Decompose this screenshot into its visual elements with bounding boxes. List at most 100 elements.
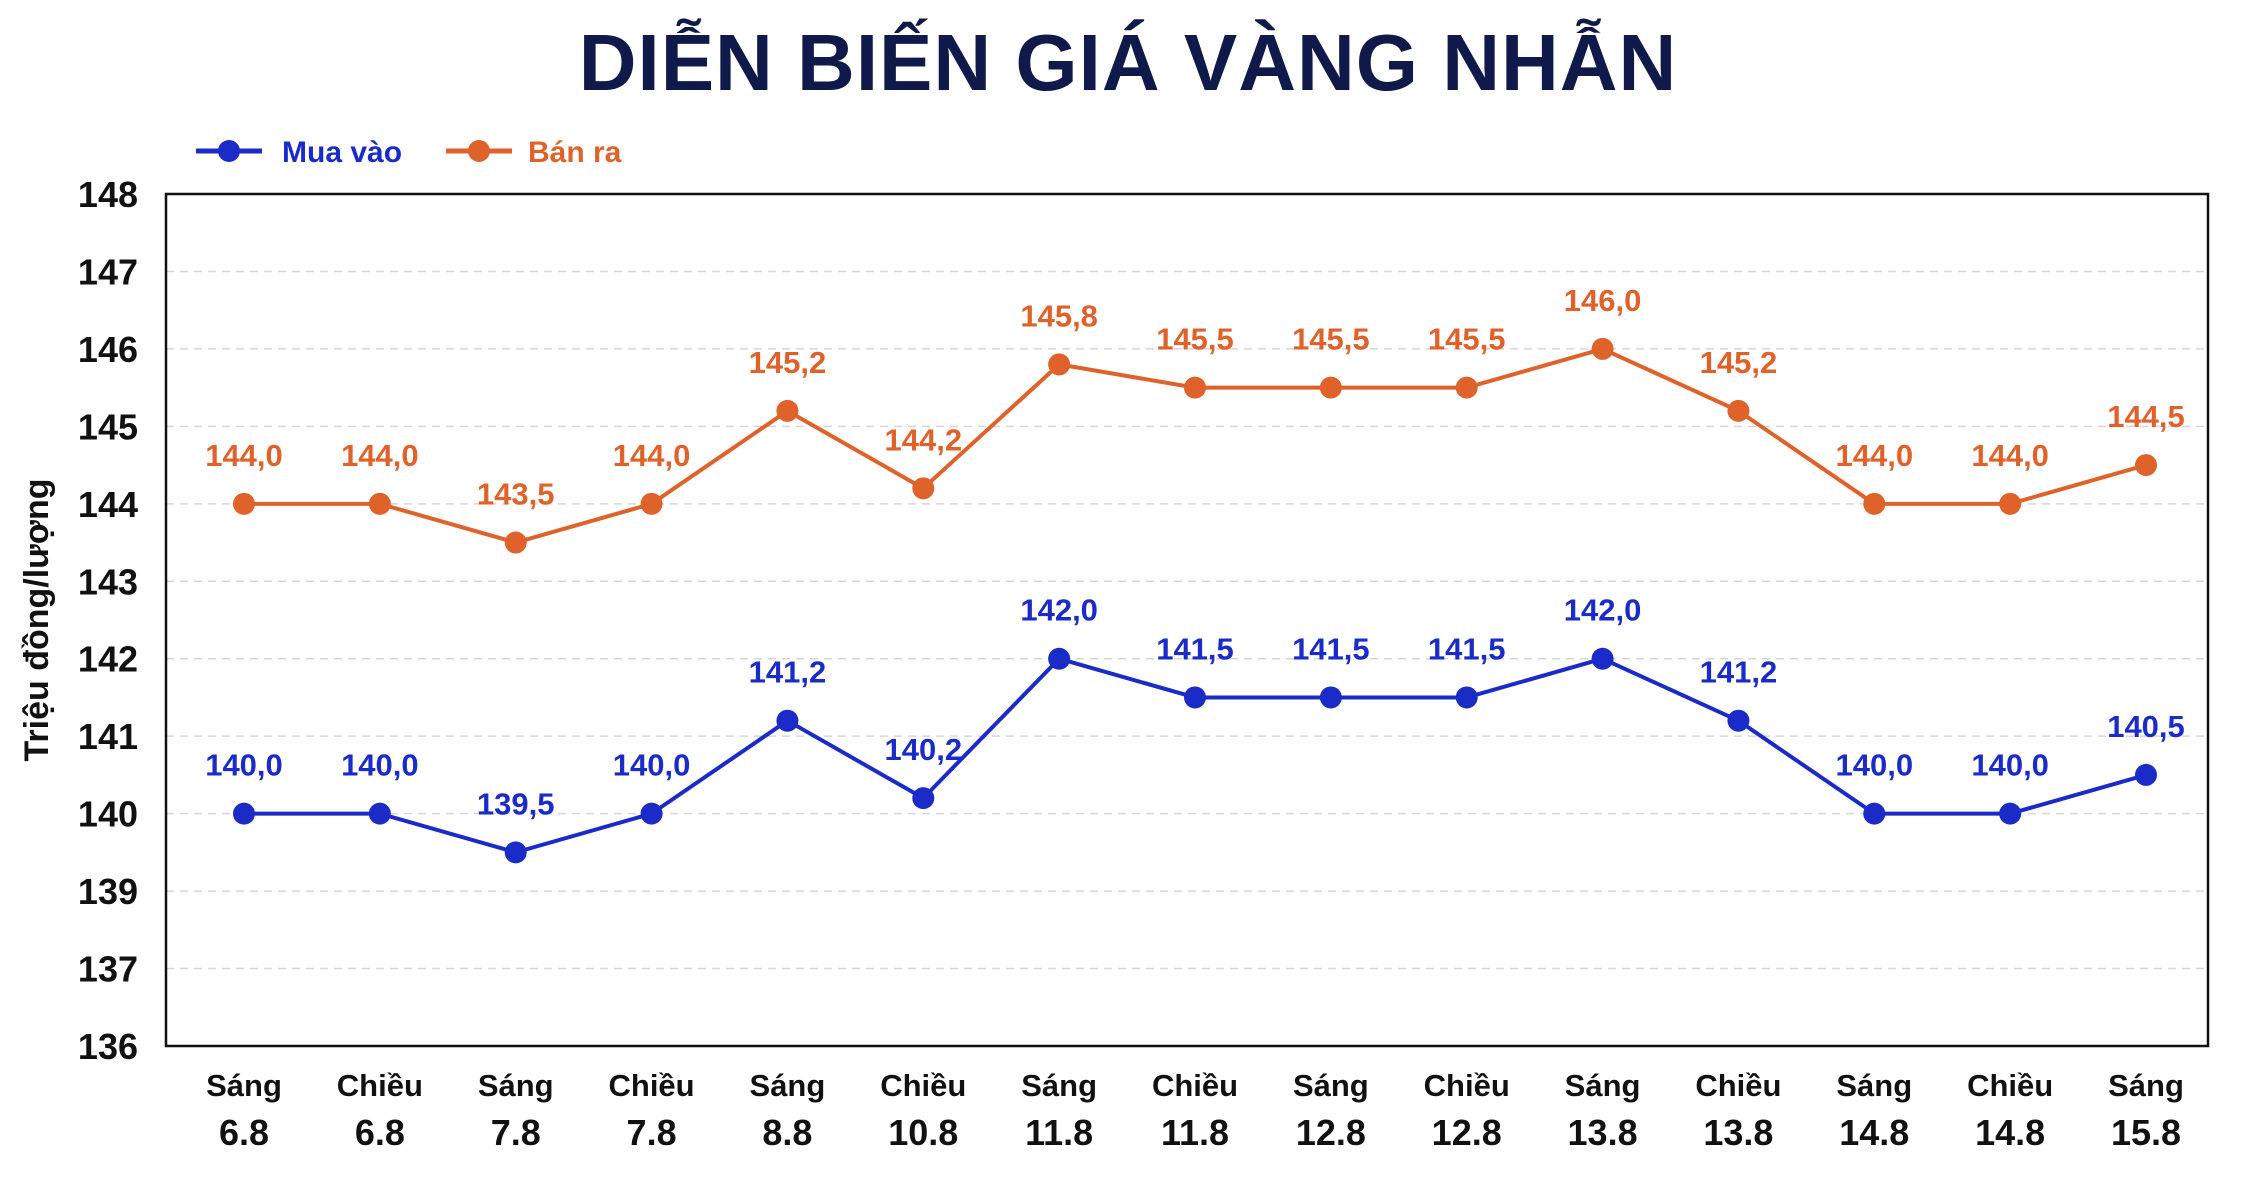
data-label: 140,2 bbox=[884, 732, 962, 767]
data-label: 141,2 bbox=[749, 655, 827, 690]
y-tick-label: 139 bbox=[78, 871, 138, 912]
x-tick-session: Chiều bbox=[1695, 1068, 1781, 1103]
data-point bbox=[2135, 454, 2157, 477]
x-tick-session: Sáng bbox=[1836, 1068, 1912, 1103]
data-point bbox=[1999, 802, 2022, 825]
y-tick-label: 142 bbox=[78, 639, 138, 680]
x-tick-session: Chiều bbox=[1424, 1068, 1510, 1103]
data-point bbox=[1455, 376, 1478, 399]
x-tick-session: Sáng bbox=[1021, 1068, 1097, 1103]
data-point bbox=[1727, 709, 1750, 732]
data-label: 142,0 bbox=[1564, 593, 1642, 628]
x-tick-session: Chiều bbox=[880, 1068, 966, 1103]
x-tick-date: 8.8 bbox=[762, 1112, 812, 1153]
data-label: 145,5 bbox=[1292, 322, 1370, 357]
data-point bbox=[1184, 686, 1206, 709]
data-point bbox=[640, 802, 663, 825]
data-label: 144,2 bbox=[884, 422, 962, 457]
x-tick-session: Sáng bbox=[2108, 1068, 2184, 1103]
x-tick-session: Sáng bbox=[206, 1068, 282, 1103]
data-label: 141,5 bbox=[1428, 631, 1506, 666]
y-tick-label: 141 bbox=[78, 716, 138, 757]
data-point bbox=[1184, 376, 1206, 399]
data-label: 140,0 bbox=[205, 748, 283, 783]
data-label: 144,0 bbox=[205, 438, 283, 473]
data-point bbox=[504, 841, 527, 864]
y-tick-label: 146 bbox=[78, 329, 138, 370]
data-label: 140,0 bbox=[1835, 748, 1913, 783]
data-point bbox=[1727, 399, 1750, 422]
x-tick-date: 11.8 bbox=[1025, 1112, 1093, 1153]
x-tick-session: Sáng bbox=[1293, 1068, 1369, 1103]
legend-mua-vao-label: Mua vào bbox=[282, 136, 402, 169]
data-point bbox=[1319, 686, 1342, 709]
y-tick-label: 147 bbox=[78, 251, 138, 292]
data-point bbox=[1048, 353, 1071, 376]
data-label: 140,0 bbox=[613, 748, 691, 783]
legend-mua-vao-marker bbox=[218, 140, 240, 162]
x-tick-date: 12.8 bbox=[1432, 1112, 1502, 1153]
data-label: 146,0 bbox=[1564, 283, 1642, 318]
x-tick-date: 6.8 bbox=[219, 1112, 269, 1153]
data-point bbox=[504, 531, 527, 554]
data-point bbox=[640, 492, 663, 515]
data-label: 145,5 bbox=[1428, 322, 1506, 357]
legend-ban-ra-marker bbox=[468, 140, 490, 162]
y-tick-label: 136 bbox=[78, 1026, 138, 1067]
data-point bbox=[1591, 647, 1614, 670]
x-tick-session: Chiều bbox=[1152, 1068, 1238, 1103]
data-point bbox=[1591, 337, 1614, 360]
data-label: 142,0 bbox=[1020, 593, 1098, 628]
data-label: 144,0 bbox=[1835, 438, 1913, 473]
x-tick-session: Chiều bbox=[609, 1068, 695, 1103]
x-tick-date: 15.8 bbox=[2111, 1112, 2181, 1153]
data-label: 140,0 bbox=[341, 748, 419, 783]
y-axis-label: Triệu đồng/lượng bbox=[18, 479, 56, 762]
x-tick-date: 14.8 bbox=[1975, 1112, 2045, 1153]
data-point bbox=[2135, 763, 2157, 786]
data-label: 145,5 bbox=[1156, 322, 1234, 357]
data-point bbox=[776, 399, 799, 422]
data-label: 140,5 bbox=[2107, 709, 2185, 744]
data-label: 141,5 bbox=[1156, 631, 1234, 666]
data-label: 143,5 bbox=[477, 477, 555, 512]
x-tick-date: 13.8 bbox=[1703, 1112, 1773, 1153]
data-label: 144,5 bbox=[2107, 399, 2185, 434]
data-label: 141,5 bbox=[1292, 631, 1370, 666]
x-tick-session: Chiều bbox=[1967, 1068, 2053, 1103]
data-point bbox=[1048, 647, 1071, 670]
plot-frame bbox=[164, 192, 2210, 1048]
data-point bbox=[1455, 686, 1478, 709]
y-tick-label: 137 bbox=[78, 949, 138, 990]
x-tick-session: Sáng bbox=[478, 1068, 554, 1103]
x-tick-date: 10.8 bbox=[888, 1112, 958, 1153]
data-label: 139,5 bbox=[477, 786, 555, 821]
data-point bbox=[776, 709, 799, 732]
data-label: 144,0 bbox=[1971, 438, 2049, 473]
data-point bbox=[1319, 376, 1342, 399]
y-tick-label: 148 bbox=[78, 174, 138, 215]
data-label: 145,2 bbox=[1700, 345, 1778, 380]
data-label: 145,8 bbox=[1020, 298, 1098, 333]
x-tick-date: 14.8 bbox=[1839, 1112, 1909, 1153]
x-tick-session: Sáng bbox=[1565, 1068, 1641, 1103]
y-tick-label: 143 bbox=[78, 561, 138, 602]
x-tick-session: Chiều bbox=[337, 1068, 423, 1103]
x-tick-date: 7.8 bbox=[491, 1112, 541, 1153]
data-point bbox=[1999, 492, 2022, 515]
data-label: 144,0 bbox=[341, 438, 419, 473]
x-tick-date: 11.8 bbox=[1161, 1112, 1229, 1153]
data-point bbox=[912, 477, 935, 500]
y-tick-label: 140 bbox=[78, 794, 138, 835]
y-tick-label: 145 bbox=[78, 406, 138, 447]
x-tick-date: 7.8 bbox=[627, 1112, 677, 1153]
x-tick-date: 6.8 bbox=[355, 1112, 405, 1153]
data-label: 140,0 bbox=[1971, 748, 2049, 783]
legend-ban-ra-label: Bán ra bbox=[528, 136, 622, 169]
data-point bbox=[912, 787, 935, 810]
data-label: 144,0 bbox=[613, 438, 691, 473]
y-tick-label: 144 bbox=[78, 484, 138, 525]
data-point bbox=[1863, 802, 1886, 825]
